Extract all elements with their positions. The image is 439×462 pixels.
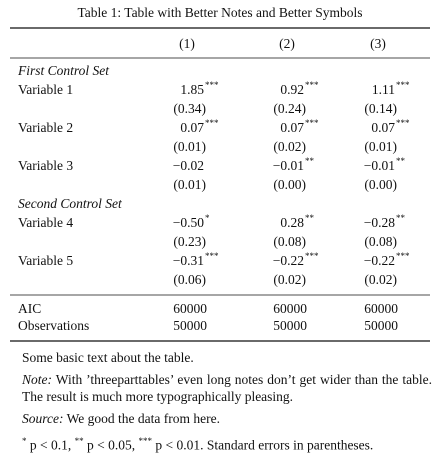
footnote-stars: *** <box>138 436 153 446</box>
significance-stars: ** <box>396 213 406 223</box>
standard-error: (0.01) <box>173 139 206 154</box>
coefficient: 0.07 <box>180 120 204 135</box>
standard-error: (0.00) <box>364 177 397 192</box>
significance-stars: *** <box>305 251 319 261</box>
coefficient: −0.01 <box>273 158 304 173</box>
footnote: * p < 0.1, ** p < 0.05, *** p < 0.01. St… <box>22 433 432 454</box>
stat-label: Observations <box>18 318 89 333</box>
standard-error: (0.02) <box>273 139 306 154</box>
standard-error: (0.02) <box>273 272 306 287</box>
coefficient: −0.01 <box>364 158 395 173</box>
standard-error: (0.08) <box>273 234 306 249</box>
stat-value: 60000 <box>273 301 307 316</box>
coefficient: 0.28 <box>280 215 304 230</box>
notes: Some basic text about the table. Note: W… <box>22 349 432 458</box>
coefficient: 1.85 <box>180 82 204 97</box>
standard-error: (0.14) <box>364 101 397 116</box>
row-label: Variable 2 <box>18 120 73 135</box>
coefficient: 0.92 <box>280 82 304 97</box>
source: Source: We good the data from here. <box>22 410 432 428</box>
significance-stars: ** <box>305 156 315 166</box>
note: Note: With ’threeparttables’ even long n… <box>22 371 432 406</box>
note-label: Note: <box>22 371 52 387</box>
group-label: Second Control Set <box>18 196 123 211</box>
significance-stars: ** <box>396 156 406 166</box>
stat-label: AIC <box>18 301 41 316</box>
coefficient: −0.22 <box>273 253 304 268</box>
table: Table 1: Table with Better Notes and Bet… <box>10 5 430 342</box>
standard-error: (0.34) <box>173 101 206 116</box>
stat-value: 50000 <box>173 318 207 333</box>
footnote-stars: * <box>22 436 27 446</box>
coefficient: −0.22 <box>364 253 395 268</box>
coefficient: 1.11 <box>372 82 395 97</box>
significance-stars: *** <box>396 251 410 261</box>
stat-value: 60000 <box>173 301 207 316</box>
stat-value: 50000 <box>364 318 398 333</box>
table-title: Table 1: Table with Better Notes and Bet… <box>77 5 362 20</box>
footnote-text: p < 0.05, <box>87 437 136 453</box>
notes-text: Some basic text about the table. <box>22 350 194 365</box>
footnote-text: p < 0.01. Standard errors in parentheses… <box>155 437 374 453</box>
note-text: With ’threeparttables’ even long notes d… <box>22 371 433 405</box>
standard-error: (0.01) <box>173 177 206 192</box>
significance-stars: *** <box>205 80 219 90</box>
standard-error: (0.00) <box>273 177 306 192</box>
row-label: Variable 4 <box>18 215 73 230</box>
source-text: We good the data from here. <box>66 410 220 426</box>
stat-value: 60000 <box>364 301 398 316</box>
standard-error: (0.08) <box>364 234 397 249</box>
significance-stars: ** <box>305 213 315 223</box>
standard-error: (0.23) <box>173 234 206 249</box>
significance-stars: *** <box>305 118 319 128</box>
standard-error: (0.02) <box>364 272 397 287</box>
significance-stars: *** <box>396 118 410 128</box>
stat-value: 50000 <box>273 318 307 333</box>
group-label: First Control Set <box>17 63 110 78</box>
footnote-text: p < 0.1, <box>29 437 72 453</box>
coefficient: −0.28 <box>364 215 395 230</box>
row-label: Variable 5 <box>18 253 73 268</box>
significance-stars: *** <box>205 251 219 261</box>
coefficient: 0.07 <box>280 120 304 135</box>
footnote-stars: ** <box>74 436 84 446</box>
row-label: Variable 1 <box>18 82 73 97</box>
significance-stars: *** <box>396 80 410 90</box>
row-label: Variable 3 <box>18 158 73 173</box>
coefficient: −0.31 <box>173 253 204 268</box>
column-header: (3) <box>370 36 386 51</box>
coefficient: 0.07 <box>371 120 395 135</box>
coefficient: −0.50 <box>173 215 204 230</box>
coefficient: −0.02 <box>173 158 204 173</box>
significance-stars: *** <box>205 118 219 128</box>
significance-stars: *** <box>305 80 319 90</box>
column-header: (1) <box>179 36 195 51</box>
column-header: (2) <box>279 36 295 51</box>
significance-stars: * <box>205 213 210 223</box>
source-label: Source: <box>22 410 64 426</box>
standard-error: (0.01) <box>364 139 397 154</box>
standard-error: (0.24) <box>273 101 306 116</box>
standard-error: (0.06) <box>173 272 206 287</box>
